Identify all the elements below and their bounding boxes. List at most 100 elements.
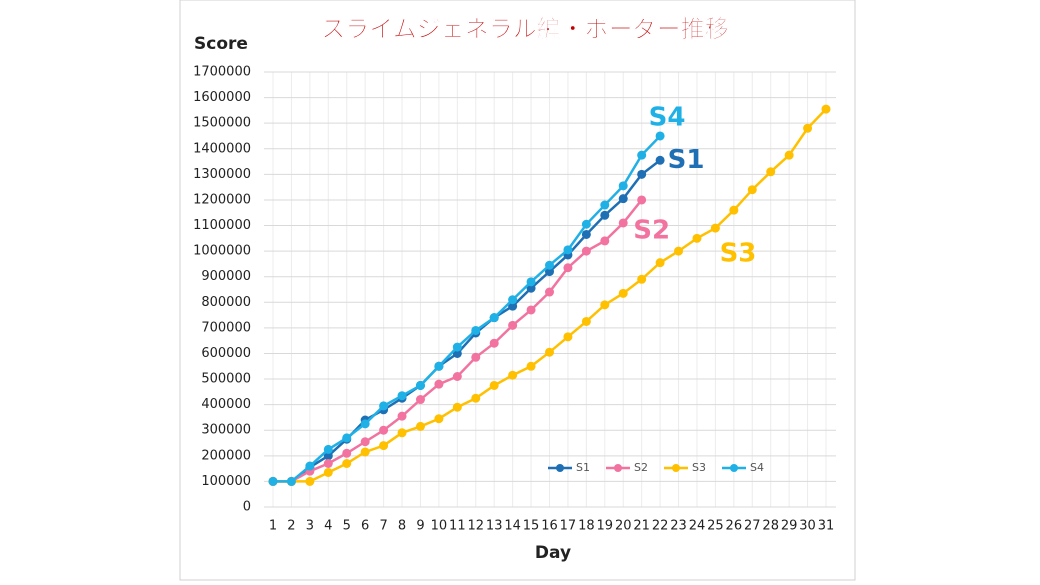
data-point <box>471 393 481 403</box>
data-point <box>379 401 389 411</box>
data-point <box>323 451 333 461</box>
data-point <box>600 200 610 210</box>
data-point <box>581 219 591 229</box>
x-tick-label: 26 <box>726 519 743 534</box>
series-annotation: S2 <box>633 215 670 245</box>
data-point <box>600 236 610 246</box>
y-tick-label: 700000 <box>201 320 251 335</box>
data-point <box>508 301 518 311</box>
x-tick-label: 29 <box>781 519 798 534</box>
x-tick-label: 28 <box>762 519 779 534</box>
data-point <box>471 325 481 335</box>
x-tick-label: 7 <box>379 519 387 534</box>
series-line <box>273 159 661 483</box>
x-tick-label: 22 <box>652 519 669 534</box>
data-point <box>618 194 628 204</box>
data-point <box>803 123 813 133</box>
series-annotation: S1 <box>668 145 705 175</box>
legend-label: S4 <box>750 461 764 474</box>
data-point <box>618 181 628 191</box>
data-point <box>637 274 647 284</box>
x-tick-label: 18 <box>578 519 595 534</box>
data-point <box>674 246 684 256</box>
x-tick-label: 20 <box>615 519 632 534</box>
data-point <box>508 320 518 330</box>
data-point <box>489 380 499 390</box>
x-tick-label: 25 <box>707 519 724 534</box>
data-point <box>526 361 536 371</box>
x-tick-label: 14 <box>504 519 521 534</box>
data-point <box>342 448 352 458</box>
x-tick-label: 17 <box>560 519 577 534</box>
y-tick-label: 200000 <box>201 448 251 463</box>
x-tick-label: 13 <box>486 519 503 534</box>
data-point <box>600 210 610 220</box>
data-point <box>434 414 444 424</box>
y-tick-label: 0 <box>243 500 251 515</box>
y-tick-label: 100000 <box>201 474 251 489</box>
legend-marker <box>730 464 738 472</box>
data-point <box>360 419 370 429</box>
data-point <box>397 411 407 421</box>
x-tick-label: 23 <box>670 519 687 534</box>
data-point <box>379 425 389 435</box>
y-tick-label: 1300000 <box>193 167 251 182</box>
y-tick-label: 1500000 <box>193 116 251 131</box>
data-point <box>710 223 720 233</box>
data-point <box>655 131 665 141</box>
data-point <box>305 476 315 486</box>
data-point <box>821 104 831 114</box>
data-point <box>360 447 370 457</box>
data-point <box>526 277 536 287</box>
data-point <box>323 459 333 468</box>
data-point <box>471 352 481 362</box>
data-point <box>581 229 591 239</box>
y-tick-label: 500000 <box>201 372 251 387</box>
x-tick-label: 11 <box>449 519 466 534</box>
y-tick-label: 1100000 <box>193 218 251 233</box>
data-point <box>655 258 665 268</box>
data-point <box>526 283 536 293</box>
data-point <box>581 246 591 256</box>
data-point <box>323 467 333 477</box>
data-point <box>526 305 536 315</box>
y-tick-label: 600000 <box>201 346 251 361</box>
data-point <box>581 316 591 326</box>
data-point <box>637 150 647 160</box>
data-point <box>415 380 425 390</box>
legend-label: S3 <box>692 461 706 474</box>
data-point <box>489 338 499 348</box>
data-point <box>508 370 518 380</box>
data-point <box>563 245 573 255</box>
x-tick-label: 9 <box>416 519 424 534</box>
data-point <box>545 260 554 270</box>
data-point <box>545 287 554 297</box>
y-tick-label: 1700000 <box>193 65 251 80</box>
x-tick-label: 27 <box>744 519 761 534</box>
legend-marker <box>672 464 680 472</box>
data-point <box>379 441 389 451</box>
y-tick-label: 1400000 <box>193 141 251 156</box>
legend-label: S2 <box>634 461 648 474</box>
data-point <box>489 313 499 323</box>
data-point <box>563 332 573 342</box>
series-line <box>273 135 662 483</box>
series-annotation: S3 <box>720 239 757 269</box>
x-tick-label: 30 <box>799 519 816 534</box>
x-tick-label: 2 <box>287 519 295 534</box>
data-point <box>268 476 278 486</box>
data-point <box>452 372 462 381</box>
data-point <box>342 459 352 468</box>
data-point <box>305 461 315 471</box>
data-point <box>323 444 333 454</box>
data-point <box>784 150 794 160</box>
y-tick-label: 900000 <box>201 269 251 284</box>
chart-title: スライムジェネラル編・ボーダー推移 <box>321 15 729 43</box>
data-point <box>397 428 407 438</box>
legend-marker <box>614 464 622 472</box>
data-point <box>452 342 462 352</box>
legend-marker <box>556 464 564 472</box>
data-point <box>655 155 665 165</box>
x-tick-label: 31 <box>818 519 835 534</box>
